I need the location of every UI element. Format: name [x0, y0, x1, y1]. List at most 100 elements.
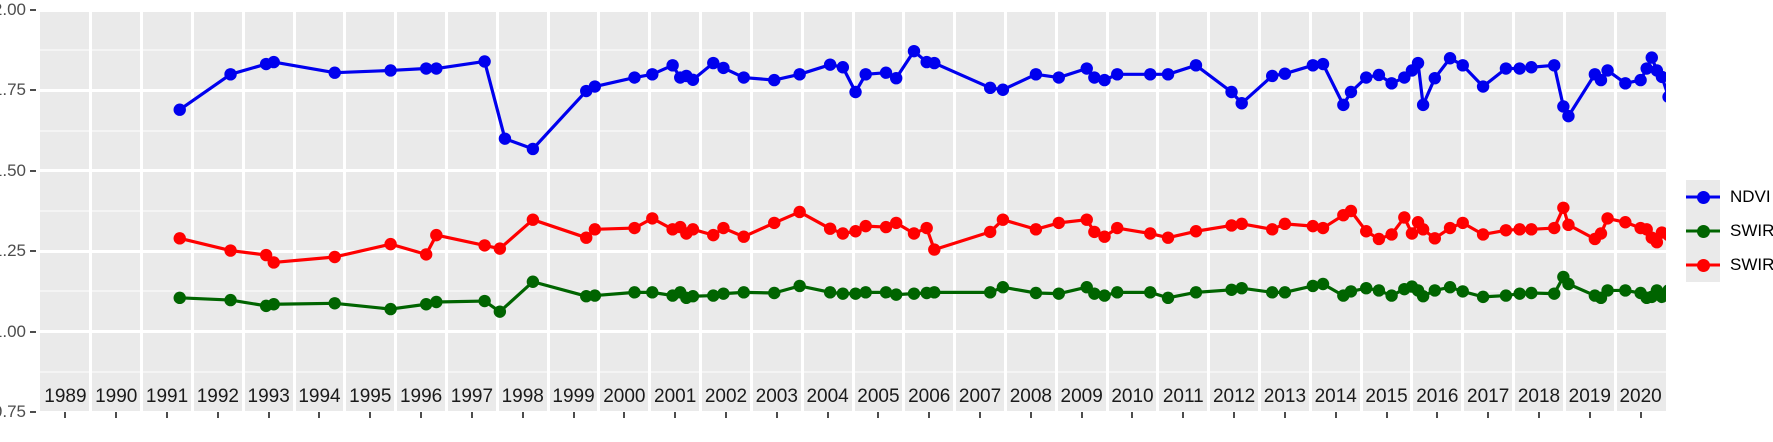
data-point	[859, 219, 872, 233]
data-point	[1189, 286, 1203, 299]
x-tick-mark	[470, 412, 473, 418]
plot-panel: 1989 1990 1991 1992 1993 1994 1995 1996 1997 1998…	[40, 10, 1666, 412]
legend-item-swir1[interactable]: SWIR1	[1686, 248, 1773, 282]
data-point	[1161, 291, 1175, 305]
x-tick-label: 2012	[1212, 386, 1256, 407]
x-tick-label: 1997	[450, 386, 494, 407]
data-point	[1306, 279, 1320, 293]
data-point	[1499, 224, 1513, 237]
data-point	[328, 66, 341, 79]
data-point	[686, 290, 700, 303]
data-point	[717, 221, 730, 235]
gridline-vertical	[343, 10, 347, 412]
legend-item-ndvi[interactable]: NDVI	[1686, 180, 1773, 214]
data-point	[686, 223, 700, 236]
data-point	[588, 223, 602, 236]
data-point	[1456, 216, 1469, 230]
y-tick-mark	[30, 411, 36, 413]
x-tick-mark	[1080, 412, 1083, 418]
legend-item-swir2[interactable]: SWIR2	[1686, 214, 1773, 248]
data-point	[1235, 217, 1248, 231]
data-point	[1548, 287, 1561, 300]
data-point	[889, 71, 903, 85]
data-point	[478, 294, 491, 308]
data-point	[1235, 97, 1248, 110]
data-point	[1306, 59, 1320, 72]
data-point	[1088, 225, 1101, 239]
gridline-vertical	[546, 10, 550, 412]
gridline-vertical	[597, 10, 601, 412]
gridline-vertical	[1308, 10, 1312, 412]
data-point	[928, 56, 941, 70]
data-point	[1360, 281, 1373, 295]
data-point	[1443, 221, 1457, 235]
data-point	[328, 297, 341, 310]
data-point	[1080, 62, 1093, 75]
y-tick-mark	[30, 89, 36, 92]
data-point	[267, 55, 280, 69]
data-point	[1557, 100, 1570, 113]
gridline-vertical	[1054, 10, 1058, 412]
data-point	[1416, 290, 1430, 303]
x-tick-label: 2014	[1314, 386, 1357, 407]
gridline-vertical	[1156, 10, 1160, 412]
chart-legend: NDVI SWIR2 SWIR1	[1686, 180, 1773, 282]
data-point	[1306, 219, 1320, 233]
legend-key-icon	[1686, 214, 1720, 248]
data-point	[1278, 286, 1292, 299]
data-point	[588, 80, 602, 93]
data-point	[1372, 232, 1386, 246]
legend-key-dot	[1696, 224, 1710, 238]
gridline-vertical	[1461, 10, 1465, 412]
data-point	[1594, 227, 1608, 240]
data-point	[173, 232, 186, 245]
gridline-vertical	[495, 10, 499, 412]
data-point	[907, 44, 921, 58]
x-tick-label: 2005	[857, 386, 900, 407]
x-tick-label: 2003	[755, 386, 798, 407]
x-tick-label: 2002	[704, 386, 748, 407]
x-tick-label: 2001	[654, 386, 697, 407]
x-tick-mark	[1182, 412, 1185, 418]
data-point	[646, 68, 659, 81]
gridline-vertical	[749, 10, 753, 412]
data-point	[996, 281, 1010, 294]
x-tick-label: 2015	[1365, 386, 1408, 407]
data-point	[1029, 286, 1043, 300]
x-tick-label: 2006	[908, 386, 951, 407]
x-tick-mark	[572, 412, 575, 418]
data-point	[1562, 109, 1575, 123]
data-point	[478, 239, 491, 252]
data-point	[879, 66, 893, 79]
data-point	[628, 71, 641, 84]
data-point	[996, 83, 1010, 96]
y-tick-mark	[30, 330, 36, 333]
data-point	[1398, 211, 1411, 224]
data-point	[384, 64, 397, 77]
data-point	[1098, 230, 1111, 243]
gridline-vertical	[241, 10, 245, 412]
data-point	[1645, 51, 1658, 64]
data-point	[859, 68, 872, 81]
data-point	[224, 244, 237, 257]
data-point	[1619, 77, 1632, 90]
x-tick-mark	[64, 412, 67, 418]
data-point	[1634, 73, 1647, 87]
x-tick-mark	[724, 412, 727, 418]
data-point	[588, 289, 602, 302]
data-point	[737, 230, 750, 243]
gridline-vertical	[1258, 10, 1261, 412]
data-point	[526, 142, 540, 156]
data-point	[707, 289, 720, 302]
data-point	[1662, 284, 1666, 297]
data-point	[1443, 281, 1457, 294]
x-tick-mark	[1537, 412, 1540, 418]
x-tick-mark	[1233, 412, 1236, 418]
data-point	[1111, 286, 1124, 299]
x-tick-mark	[1487, 412, 1490, 418]
y-tick-label: 0.75	[0, 402, 26, 421]
data-point	[1337, 98, 1350, 112]
data-point	[1344, 85, 1358, 99]
x-tick-label: 2008	[1009, 386, 1052, 407]
